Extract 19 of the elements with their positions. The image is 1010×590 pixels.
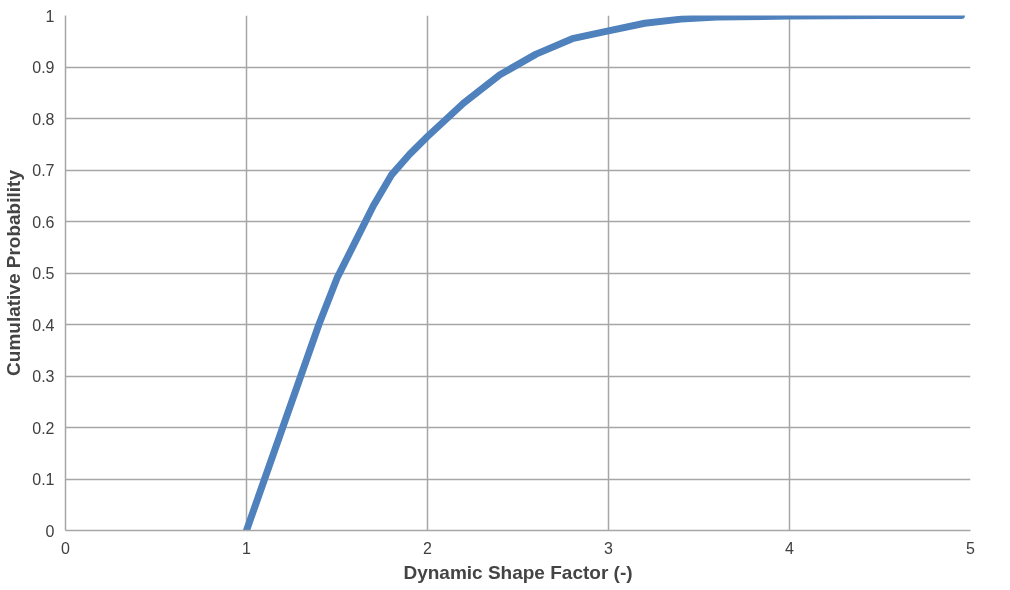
x-tick-label: 5 [966,539,976,557]
x-tick-label: 3 [604,539,614,557]
y-tick-label: 0.1 [32,471,55,488]
y-tick-label: 0.2 [32,419,55,437]
y-tick-label: 0.3 [32,368,55,385]
x-tick-label: 1 [242,539,252,557]
y-tick-label: 0.6 [32,213,55,231]
x-tick-label: 2 [423,539,433,557]
y-tick-label: 0.9 [32,59,55,76]
y-tick-label: 0.5 [32,265,55,282]
x-tick-label: 0 [61,539,71,557]
y-tick-label: 0.4 [32,316,55,334]
y-axis-title: Cumulative Probability [3,169,25,376]
x-axis-title: Dynamic Shape Factor (-) [403,561,633,583]
x-tick-label: 4 [785,539,795,557]
y-tick-label: 0.8 [32,110,55,128]
y-tick-label: 0.7 [32,162,55,179]
y-tick-label: 0 [45,522,55,540]
y-tick-label: 1 [45,7,55,25]
